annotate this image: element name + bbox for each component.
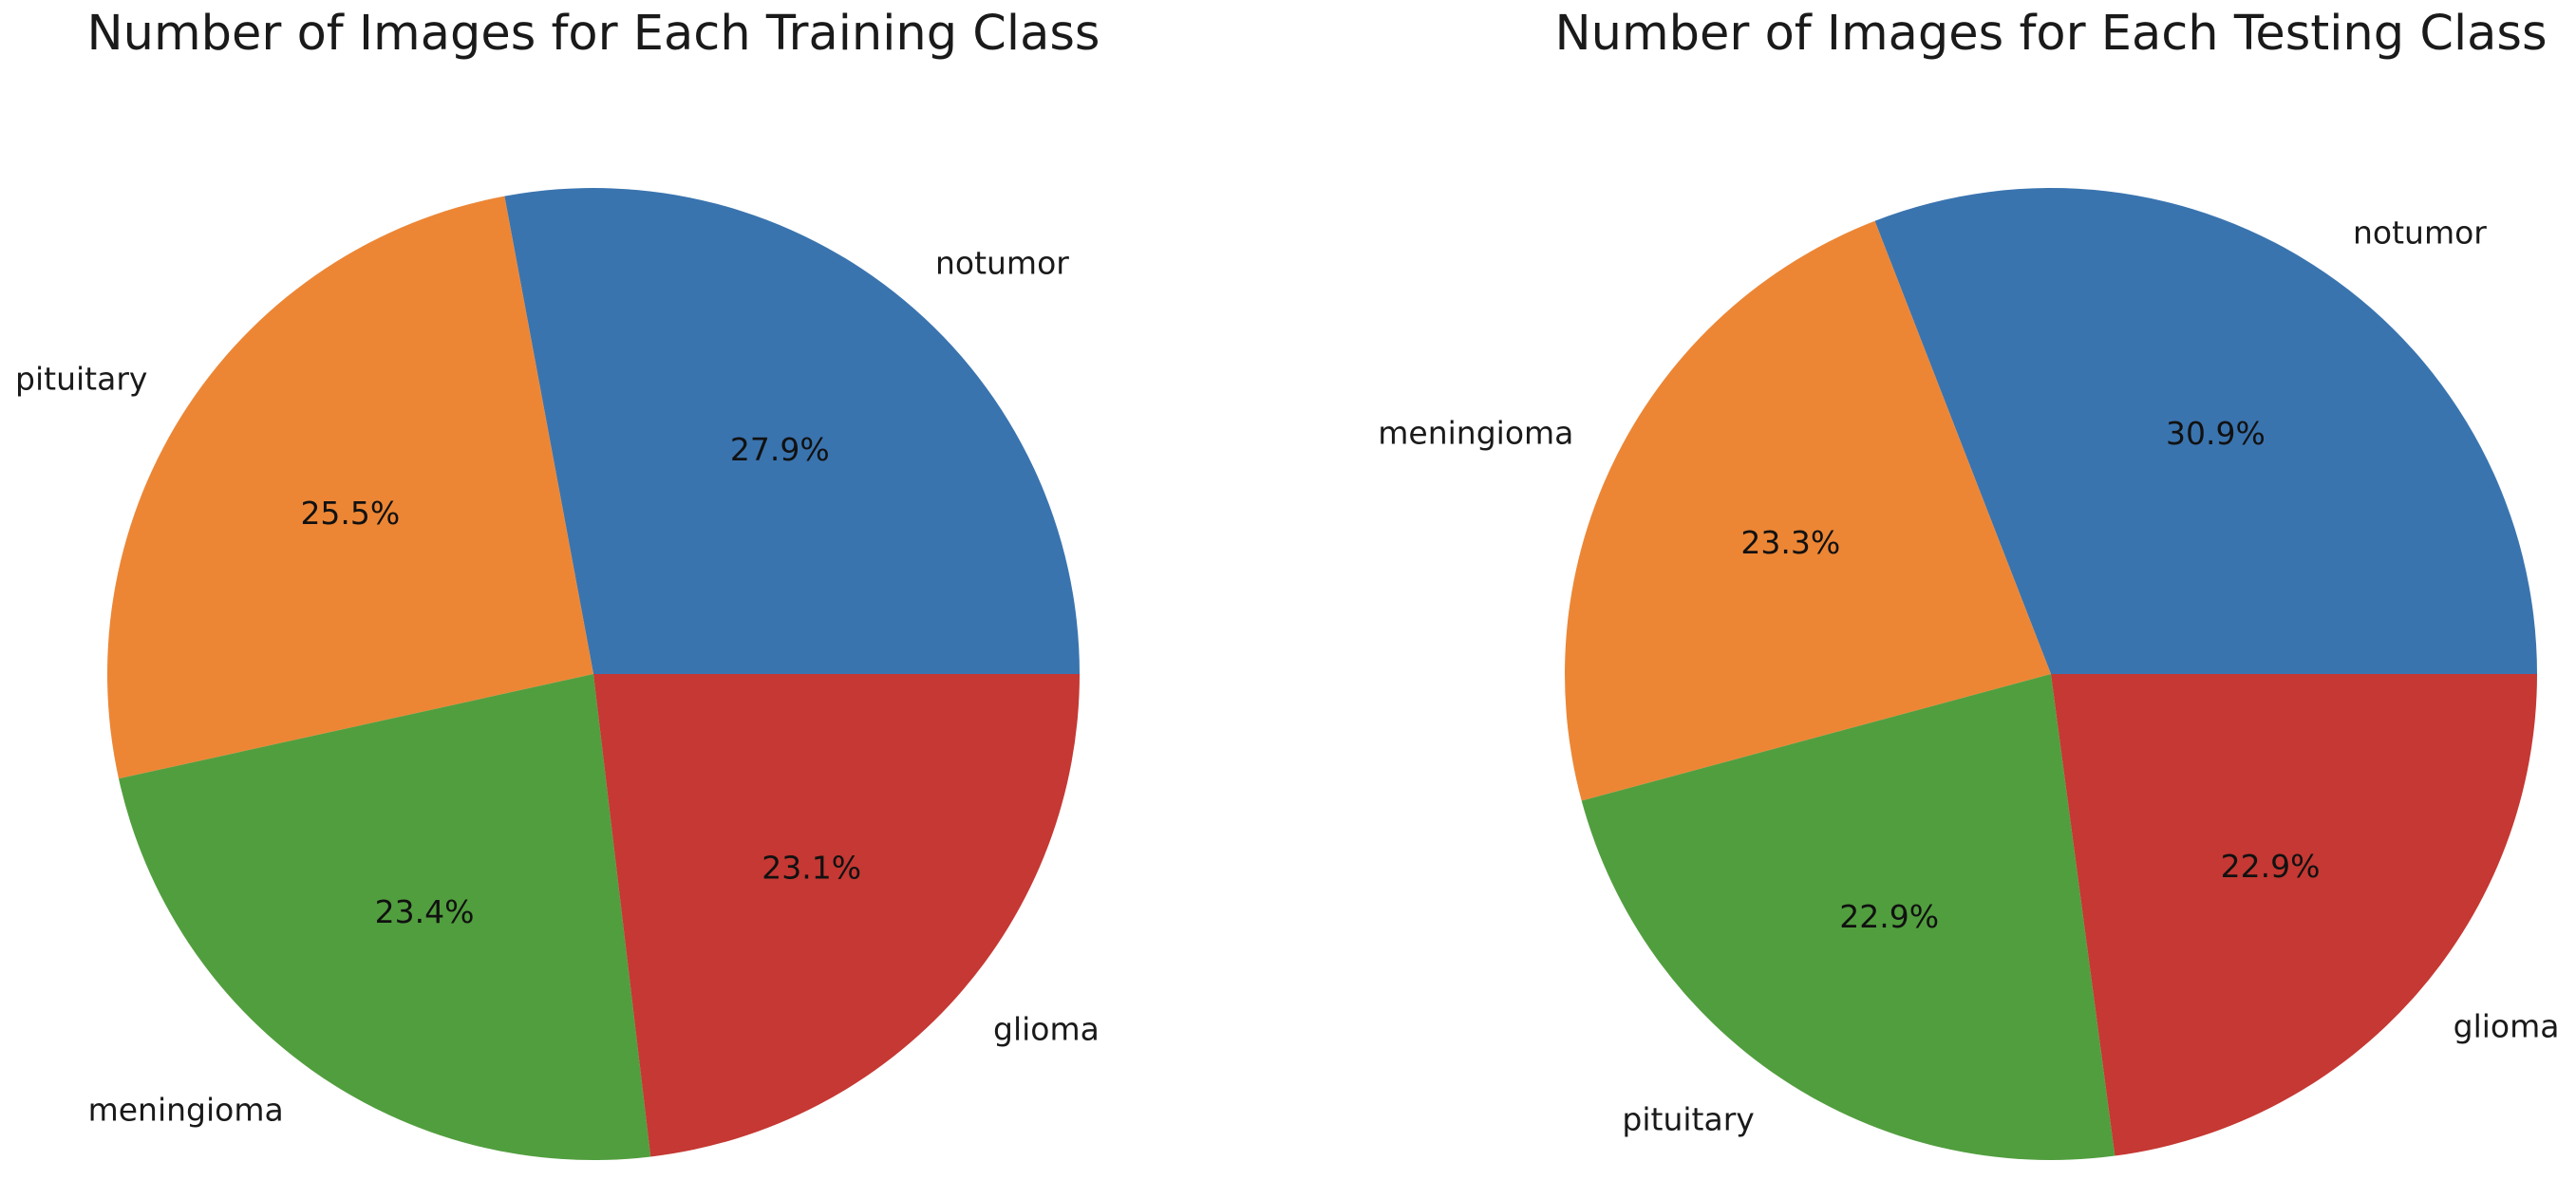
pie-slice-notumor (1874, 187, 2537, 675)
category-label-meningioma: meningioma (88, 1092, 284, 1129)
pct-label-notumor: 30.9% (2166, 415, 2266, 452)
category-label-notumor: notumor (935, 244, 1069, 281)
testing-pie-chart: 30.9% notumor 23.3% meningioma 22.9% pituitar… (1378, 187, 2560, 1161)
pie-slice-pituitary (107, 196, 594, 779)
category-label-meningioma: meningioma (1378, 414, 1573, 451)
pie-slice-pituitary (1581, 674, 2115, 1161)
testing-pie-panel: Number of Images for Each Testing Class … (1288, 0, 2576, 1180)
pct-label-pituitary: 22.9% (1839, 898, 1939, 935)
pie-slice-glioma (2051, 674, 2537, 1156)
pie-slice-notumor (504, 188, 1080, 675)
chart-title: Number of Images for Each Testing Class (1554, 6, 2548, 62)
pie-slice-meningioma (119, 674, 651, 1160)
pie-slice-glioma (593, 674, 1080, 1157)
category-label-pituitary: pituitary (1622, 1100, 1754, 1137)
category-label-pituitary: pituitary (15, 361, 147, 398)
pie-slice-meningioma (1565, 220, 2051, 801)
category-label-glioma: glioma (2454, 1008, 2560, 1045)
pct-label-notumor: 27.9% (730, 431, 830, 468)
pct-label-pituitary: 25.5% (300, 495, 400, 532)
category-label-glioma: glioma (993, 1011, 1100, 1048)
training-pie-chart: 27.9% notumor 25.5% pituitary 23.4% meningiom… (15, 188, 1100, 1160)
category-label-notumor: notumor (2353, 215, 2487, 252)
training-pie-panel: Number of Images for Each Training Class… (15, 6, 1100, 1160)
chart-title: Number of Images for Each Training Class (86, 6, 1100, 62)
pct-label-meningioma: 23.4% (375, 893, 475, 930)
pct-label-meningioma: 23.3% (1740, 524, 1840, 561)
pct-label-glioma: 22.9% (2221, 848, 2321, 885)
pct-label-glioma: 23.1% (762, 850, 861, 887)
